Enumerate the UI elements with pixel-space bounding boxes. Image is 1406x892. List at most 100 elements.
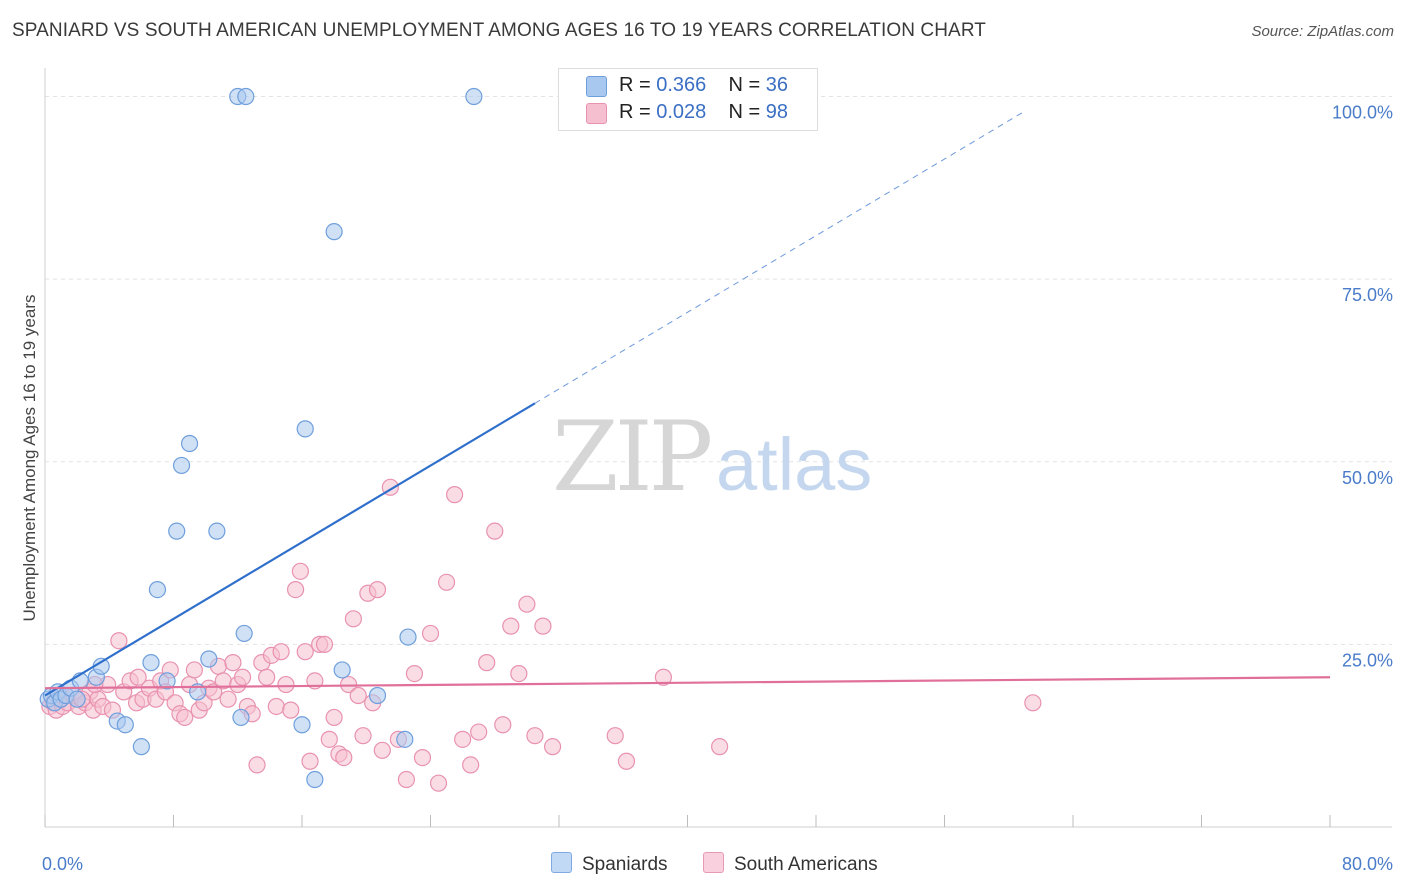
- south-american-point: [258, 668, 276, 686]
- legend-label-south-americans: South Americans: [734, 854, 878, 875]
- legend-item-spaniards[interactable]: Spaniards: [551, 852, 668, 876]
- watermark-zip: ZIP: [552, 401, 711, 513]
- south-american-point: [421, 624, 440, 643]
- tick-labels: 25.0% 50.0% 75.0% 100.0% 0.0% 80.0%: [42, 103, 1393, 874]
- south-american-point: [617, 752, 636, 770]
- south-american-point: [320, 730, 338, 748]
- spaniard-point: [148, 580, 167, 599]
- spaniard-point: [237, 87, 255, 106]
- r-label: R =: [619, 101, 657, 123]
- spaniard-point: [68, 690, 86, 708]
- south-american-point: [606, 727, 624, 745]
- south-american-point: [510, 664, 528, 683]
- south-american-point: [470, 723, 488, 741]
- spaniard-point: [132, 738, 150, 756]
- spaniard-point: [168, 522, 186, 540]
- south-american-point: [344, 610, 362, 628]
- south-american-point: [315, 635, 334, 653]
- south-american-point: [286, 580, 305, 599]
- south-american-point: [429, 774, 448, 792]
- south-americans-trend-line: [44, 676, 1331, 690]
- south-american-point: [373, 741, 391, 759]
- spaniards-trend-extension: [534, 110, 1026, 404]
- gridlines: [45, 96, 1392, 645]
- n-label: N =: [728, 74, 766, 96]
- south-americans-swatch: [586, 103, 607, 124]
- legend-swatch-spaniards: [551, 852, 572, 873]
- south-american-point: [248, 756, 266, 774]
- legend-swatch-south-americans: [703, 852, 724, 873]
- spaniard-point: [235, 624, 253, 643]
- south-american-point: [129, 668, 147, 686]
- chart-title: SPANIARD VS SOUTH AMERICAN UNEMPLOYMENT …: [12, 20, 987, 41]
- south-american-point: [486, 522, 504, 540]
- south-american-point: [233, 668, 252, 686]
- y-tick-label: 100.0%: [1332, 103, 1393, 123]
- south-american-point: [462, 756, 480, 774]
- spaniard-point: [208, 522, 226, 540]
- spaniard-point: [158, 672, 176, 690]
- stats-legend: R = 0.366 N = 36 R = 0.028 N = 98: [558, 68, 818, 131]
- r-value: 0.366: [656, 74, 707, 96]
- n-value: 98: [765, 101, 789, 123]
- spaniard-point: [232, 708, 250, 727]
- spaniards-trend-line: [44, 402, 536, 697]
- south-american-point: [405, 664, 424, 683]
- south-american-point: [413, 749, 432, 767]
- spaniard-point: [142, 654, 160, 672]
- south-american-point: [291, 562, 309, 580]
- spaniard-point: [180, 434, 199, 453]
- spaniard-point: [172, 456, 191, 475]
- legend-label-spaniards: Spaniards: [582, 854, 668, 875]
- stats-text: R = 0.028 N = 98: [619, 101, 788, 124]
- south-american-point: [335, 749, 353, 767]
- spaniards-swatch: [586, 76, 607, 97]
- y-tick-label: 50.0%: [1342, 468, 1393, 488]
- south-american-point: [526, 727, 544, 745]
- source-note: Source: ZipAtlas.com: [1251, 23, 1394, 40]
- trend-lines: [44, 110, 1331, 697]
- south-american-point: [534, 617, 552, 635]
- south-american-point: [454, 730, 472, 748]
- south-american-point: [494, 716, 512, 734]
- south-american-point: [301, 752, 319, 770]
- south-american-point: [267, 697, 285, 716]
- legend-item-south-americans[interactable]: South Americans: [703, 852, 878, 876]
- south-american-point: [277, 675, 295, 694]
- south-american-point: [185, 661, 203, 679]
- spaniard-point: [368, 686, 387, 705]
- south-american-point: [272, 643, 290, 661]
- spaniard-point: [293, 716, 311, 734]
- stats-text: R = 0.366 N = 36: [619, 74, 788, 97]
- spaniard-point: [325, 223, 343, 241]
- south-american-point: [437, 573, 456, 591]
- series-legend: Spaniards South Americans: [0, 850, 1406, 878]
- spaniard-point: [399, 628, 417, 646]
- spaniard-points: [39, 87, 483, 789]
- south-american-point: [654, 668, 673, 686]
- y-tick-label: 75.0%: [1342, 285, 1393, 305]
- south-american-point: [224, 654, 242, 672]
- spaniard-point: [306, 770, 324, 789]
- south-american-point: [176, 708, 194, 727]
- south-american-point: [397, 770, 416, 789]
- spaniard-point: [465, 87, 483, 106]
- south-american-point: [478, 654, 496, 672]
- watermark-atlas: atlas: [716, 423, 872, 506]
- n-value: 36: [765, 74, 789, 96]
- south-american-point: [354, 727, 372, 745]
- south-american-point: [543, 738, 562, 756]
- south-american-point: [445, 486, 464, 504]
- spaniard-point: [296, 420, 314, 438]
- south-american-point: [502, 617, 520, 635]
- spaniard-point: [116, 716, 134, 734]
- y-tick-label: 25.0%: [1342, 650, 1393, 670]
- south-american-point: [110, 632, 128, 650]
- south-american-point: [282, 701, 300, 719]
- watermark: ZIP atlas: [552, 401, 872, 513]
- south-american-point: [368, 580, 387, 599]
- south-american-point: [1024, 694, 1042, 712]
- south-american-point: [325, 708, 343, 727]
- south-american-points: [41, 478, 1042, 792]
